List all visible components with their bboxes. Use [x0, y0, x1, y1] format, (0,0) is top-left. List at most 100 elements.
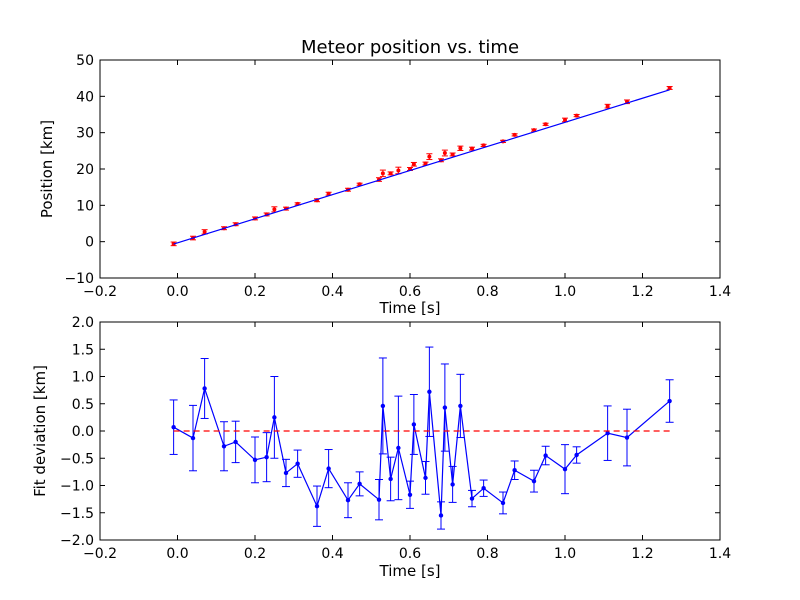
x-tick-label: 1.0: [554, 284, 576, 300]
top-chart-ticks: −0.2 0.0 0.2 0.4 0.6 0.8 1.0 1.2 1.4 −10 0 10 20 30 40…: [64, 53, 731, 300]
y-tick-label: 2.0: [72, 315, 94, 331]
x-tick-label: 1.0: [554, 546, 576, 562]
y-tick-label: 0.0: [72, 424, 94, 440]
data-point: [423, 161, 428, 166]
data-point: [252, 457, 258, 463]
data-point: [272, 207, 277, 212]
data-point: [574, 113, 579, 118]
data-point: [295, 461, 300, 466]
data-point: [438, 513, 444, 518]
data-point: [481, 143, 486, 148]
y-tick-label: 1.0: [72, 370, 94, 386]
data-point: [264, 454, 269, 460]
data-point: [190, 435, 196, 441]
y-tick-label: 10: [76, 198, 94, 214]
data-point: [605, 104, 610, 109]
x-tick-label: 0.2: [244, 284, 266, 300]
bottom-chart: −0.2 0.0 0.2 0.4 0.6 0.8 1.0 1.2 1.4 −2.0 −1.5 −1.0…: [31, 315, 731, 580]
data-point: [314, 504, 320, 509]
data-point: [624, 435, 630, 440]
data-point: [427, 154, 432, 159]
data-point: [388, 476, 393, 482]
x-tick-label: 1.4: [709, 284, 731, 300]
data-point: [458, 403, 463, 409]
bottom-chart-marks: [169, 346, 674, 530]
data-point: [563, 117, 567, 122]
x-tick-label: 0.8: [476, 546, 498, 562]
data-point: [388, 171, 393, 176]
data-point: [543, 122, 548, 127]
data-point: [411, 422, 417, 427]
y-tick-label: 30: [76, 126, 94, 142]
x-tick-label: 0.8: [476, 284, 498, 300]
x-tick-label: 1.2: [631, 284, 653, 300]
top-chart: Meteor position vs. time −0.2 0.0 0.2 0.4 0.…: [38, 37, 731, 317]
data-point: [450, 482, 455, 487]
data-point: [380, 403, 386, 409]
data-point: [396, 168, 401, 173]
data-point: [543, 453, 548, 458]
x-tick-label: −0.2: [83, 284, 117, 300]
y-tick-label: 50: [76, 53, 94, 69]
y-tick-label: −0.5: [60, 451, 94, 467]
bottom-chart-x-axis-label: Time [s]: [379, 562, 441, 580]
data-point: [470, 146, 474, 151]
x-tick-label: 0.0: [166, 284, 188, 300]
top-chart-x-axis-label: Time [s]: [379, 299, 441, 317]
y-tick-label: 0.5: [72, 397, 94, 413]
fit-line: [173, 89, 670, 245]
bottom-chart-y-axis-label: Fit deviation [km]: [31, 365, 49, 497]
data-point: [531, 478, 537, 484]
data-point: [357, 481, 362, 487]
data-point: [574, 452, 579, 458]
top-chart-marks: [170, 85, 673, 247]
y-tick-label: 0: [85, 235, 94, 251]
x-tick-label: 0.4: [321, 284, 343, 300]
data-point: [667, 398, 672, 404]
data-point: [605, 430, 610, 436]
top-chart-y-axis-label: Position [km]: [38, 120, 56, 218]
data-point: [423, 475, 428, 481]
data-point: [376, 497, 382, 502]
x-tick-label: 0.2: [244, 546, 266, 562]
y-tick-label: 20: [76, 162, 94, 178]
data-point: [481, 486, 486, 491]
x-tick-label: 0.6: [399, 546, 421, 562]
data-point: [396, 445, 401, 451]
data-point: [326, 191, 331, 196]
data-point: [221, 444, 227, 449]
data-point: [458, 146, 463, 151]
data-point: [407, 492, 413, 497]
data-point: [202, 229, 207, 234]
top-chart-title: Meteor position vs. time: [301, 37, 519, 58]
data-point: [512, 132, 517, 137]
y-tick-label: −1.5: [60, 506, 94, 522]
y-tick-label: 1.5: [72, 342, 94, 358]
data-point: [345, 498, 351, 503]
x-tick-label: 0.0: [166, 546, 188, 562]
data-point: [562, 466, 568, 472]
data-point: [442, 405, 448, 410]
data-point: [512, 468, 517, 473]
data-point: [326, 466, 331, 471]
data-point: [411, 162, 416, 167]
data-point: [380, 171, 385, 176]
data-point: [450, 152, 455, 157]
bottom-chart-ticks: −0.2 0.0 0.2 0.4 0.6 0.8 1.0 1.2 1.4 −2.0 −1.5 −1.0…: [60, 315, 731, 562]
x-tick-label: −0.2: [83, 546, 117, 562]
y-tick-label: −10: [64, 271, 94, 287]
data-point: [272, 415, 277, 420]
x-tick-label: 1.4: [709, 546, 731, 562]
data-point: [283, 470, 289, 476]
data-point: [427, 389, 432, 394]
data-point: [233, 439, 238, 445]
y-tick-label: −1.0: [60, 479, 94, 495]
data-point: [442, 151, 447, 156]
data-point: [500, 500, 506, 506]
x-tick-label: 0.4: [321, 546, 343, 562]
y-tick-label: 40: [76, 89, 94, 105]
x-tick-label: 1.2: [631, 546, 653, 562]
data-point: [171, 424, 176, 430]
x-tick-label: 0.6: [399, 284, 421, 300]
